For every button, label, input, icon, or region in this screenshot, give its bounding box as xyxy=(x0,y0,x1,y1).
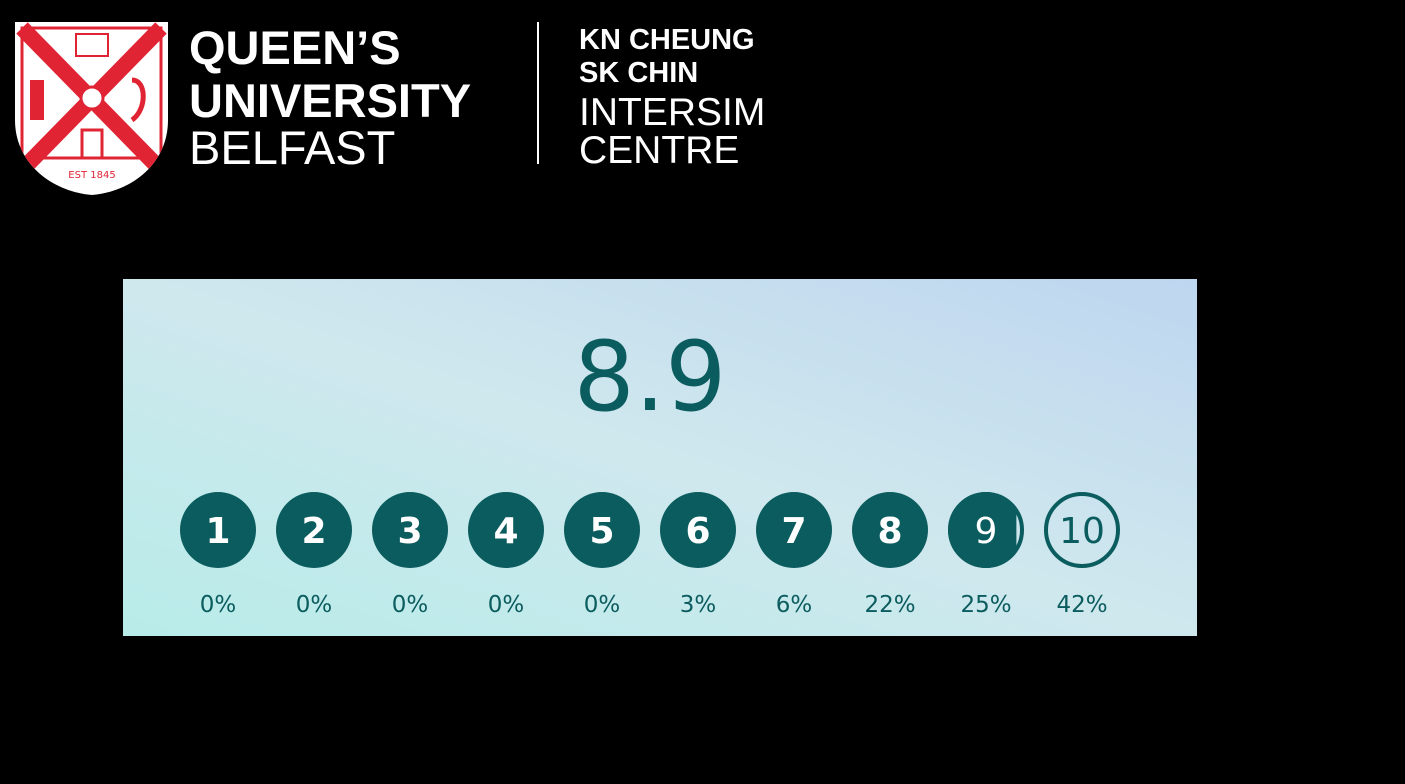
option-label: 9 xyxy=(975,511,998,552)
centre-name: CENTRE xyxy=(579,129,739,172)
option-label: 6 xyxy=(685,511,710,552)
option-percent: 0% xyxy=(584,592,621,618)
option-percent: 6% xyxy=(776,592,813,618)
option-label: 1 xyxy=(205,511,230,552)
option-fill xyxy=(948,492,1017,568)
rating-option: 4 0% xyxy=(468,492,544,618)
university-name: UNIVERSITY xyxy=(189,74,471,127)
rating-option: 2 0% xyxy=(276,492,352,618)
rating-option: 3 0% xyxy=(372,492,448,618)
option-circle xyxy=(468,492,544,568)
option-circle xyxy=(852,492,928,568)
option-percent: 42% xyxy=(1056,592,1107,618)
university-name: QUEEN’S xyxy=(189,21,401,74)
option-percent: 0% xyxy=(200,592,237,618)
option-percent: 0% xyxy=(296,592,333,618)
option-percent: 22% xyxy=(864,592,915,618)
option-percent: 25% xyxy=(960,592,1011,618)
rating-option: 5 0% xyxy=(564,492,640,618)
option-circle xyxy=(276,492,352,568)
rating-option: 9 25% xyxy=(948,492,1024,618)
rating-option: 1 0% xyxy=(180,492,256,618)
option-percent: 0% xyxy=(488,592,525,618)
logo: EST 1845 QUEEN’S UNIVERSITY BELFAST KN C… xyxy=(15,21,765,195)
option-percent: 0% xyxy=(392,592,429,618)
rating-option: 6 3% xyxy=(660,492,736,618)
centre-name: KN CHEUNG xyxy=(579,24,755,56)
option-label: 7 xyxy=(781,511,806,552)
option-label: 2 xyxy=(301,511,326,552)
rating-option: 10 42% xyxy=(1044,492,1120,618)
option-circle xyxy=(180,492,256,568)
option-circle xyxy=(660,492,736,568)
saltire xyxy=(16,22,167,176)
option-label: 3 xyxy=(397,511,422,552)
average-score: 8.9 xyxy=(574,321,727,433)
option-circle xyxy=(756,492,832,568)
option-label: 4 xyxy=(493,511,518,552)
rating-option: 7 6% xyxy=(756,492,832,618)
centre-name: SK CHIN xyxy=(579,57,698,89)
option-label: 5 xyxy=(589,511,614,552)
centre-name: INTERSIM xyxy=(579,91,765,134)
rating-panel: 8.9 1 0% 2 0% 3 0% 4 0% 5 0% 6 3% 7 6% 8 22% 9 25% 10 42% xyxy=(123,279,1197,636)
option-circle xyxy=(1044,492,1120,568)
rating-option: 8 22% xyxy=(852,492,928,618)
option-circle xyxy=(564,492,640,568)
established: EST 1845 xyxy=(68,170,115,181)
option-percent: 3% xyxy=(680,592,717,618)
option-label: 10 xyxy=(1059,511,1105,552)
option-label: 8 xyxy=(877,511,902,552)
option-circle xyxy=(372,492,448,568)
university-name: BELFAST xyxy=(189,121,395,174)
panel-background xyxy=(123,279,1197,636)
